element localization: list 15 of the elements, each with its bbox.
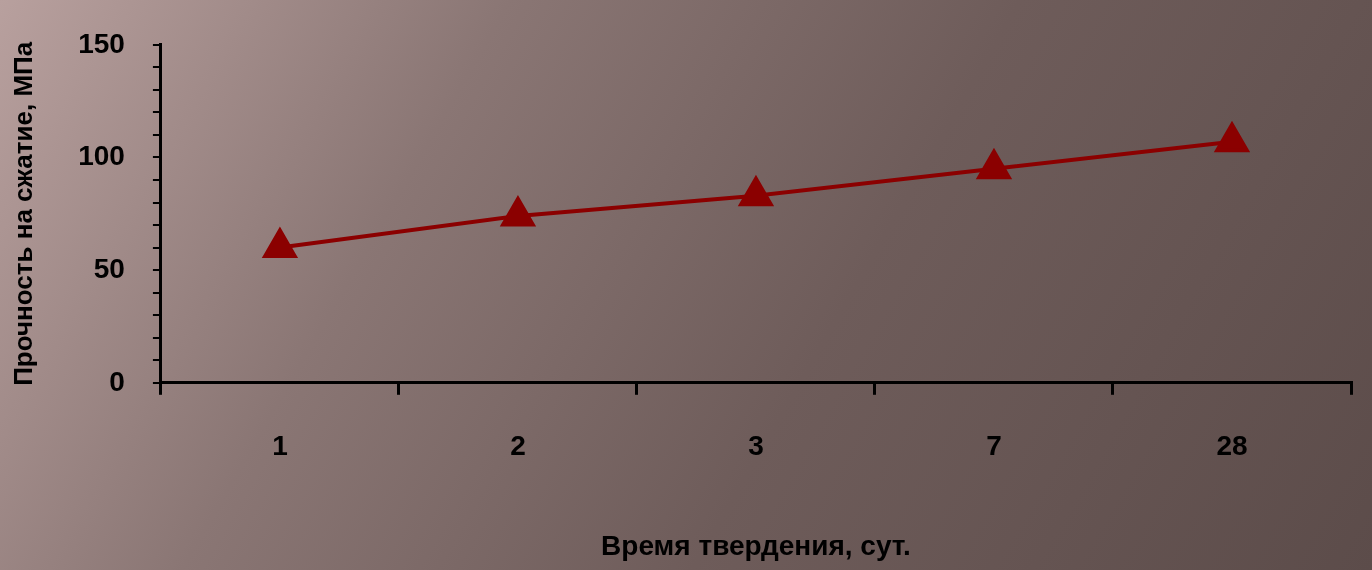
y-tick-label: 0 (109, 365, 125, 397)
y-tick-label: 100 (78, 140, 125, 172)
x-tick-label: 3 (748, 430, 764, 462)
point (501, 197, 535, 227)
x-tick-label: 28 (1216, 430, 1248, 462)
y-tick-label: 50 (93, 252, 125, 284)
point (739, 176, 773, 207)
point (977, 149, 1011, 180)
y-axis-title: Прочность на сжатие, МПа (7, 41, 38, 386)
y-tick-label: 150 (78, 27, 125, 59)
x-axis-title: Время твердения, сут. (601, 529, 911, 561)
x-tick-label: 7 (986, 430, 1002, 462)
x-tick-label: 1 (272, 430, 288, 462)
x-tick-label: 2 (510, 430, 526, 462)
point (1215, 122, 1249, 153)
